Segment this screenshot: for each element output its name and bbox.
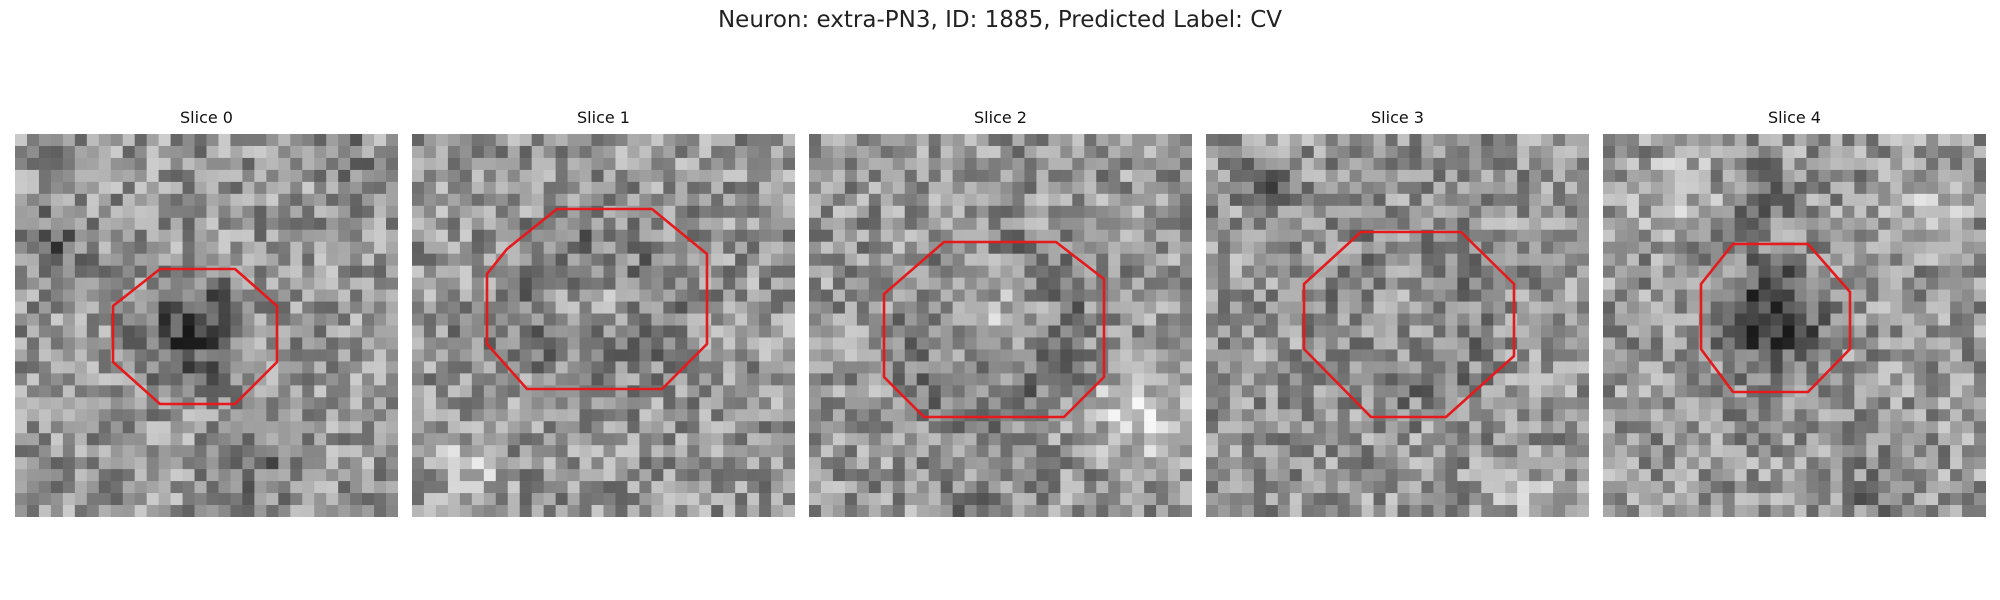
pixel-grid (1603, 134, 1986, 517)
pixel-grid (1206, 134, 1589, 517)
slice-image-1 (412, 134, 795, 517)
slice-image-2 (809, 134, 1192, 517)
slice-title-1: Slice 1 (412, 108, 795, 127)
slice-title-4: Slice 4 (1603, 108, 1986, 127)
pixel-grid (15, 134, 398, 517)
slice-title-3: Slice 3 (1206, 108, 1589, 127)
slice-image-0 (15, 134, 398, 517)
slice-title-0: Slice 0 (15, 108, 398, 127)
slice-image-3 (1206, 134, 1589, 517)
slice-title-2: Slice 2 (809, 108, 1192, 127)
pixel-grid (809, 134, 1192, 517)
slice-image-4 (1603, 134, 1986, 517)
pixel-grid (412, 134, 795, 517)
